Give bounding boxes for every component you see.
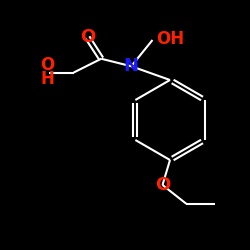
Text: N: N: [124, 57, 139, 75]
Text: O: O: [80, 28, 95, 46]
Text: O: O: [155, 176, 170, 194]
Text: H: H: [40, 70, 54, 88]
Text: O: O: [40, 56, 54, 74]
Text: OH: OH: [156, 30, 184, 48]
